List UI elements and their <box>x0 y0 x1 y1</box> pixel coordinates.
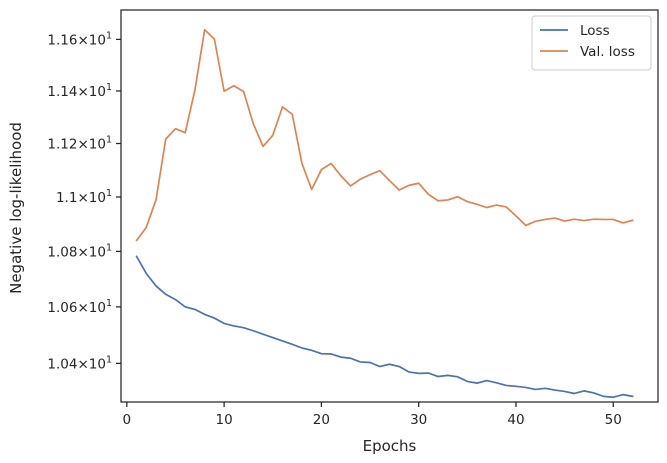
y-tick-label: 1.16×101 <box>47 30 112 48</box>
y-tick-label: 1.14×101 <box>47 82 112 100</box>
y-tick-base: 10 <box>89 190 106 206</box>
y-tick-exponent: 1 <box>106 188 112 199</box>
y-tick-mantissa: 1.1 <box>56 190 77 206</box>
y-tick-label: 1.06×101 <box>47 298 112 316</box>
y-tick-mantissa: 1.04 <box>47 356 77 372</box>
x-tick-label: 0 <box>123 412 132 428</box>
y-tick-mantissa: 1.12 <box>47 137 77 153</box>
y-tick-exponent: 1 <box>106 135 112 146</box>
legend-label: Loss <box>580 23 610 39</box>
y-tick-base: 10 <box>89 137 106 153</box>
legend: Loss Val. loss <box>531 15 652 71</box>
y-tick-base: 10 <box>89 84 106 100</box>
x-tick-label: 30 <box>410 412 427 428</box>
y-tick-label: 1.04×101 <box>47 354 112 372</box>
y-axis-label: Negative log-likelihood <box>7 122 25 294</box>
x-tick-label: 20 <box>313 412 330 428</box>
times-sign: × <box>77 190 88 206</box>
y-tick-exponent: 1 <box>106 30 112 41</box>
series-line-val-loss <box>135 28 634 242</box>
axes: 0 10 20 30 40 501.04×1011.06×1011.08×1011.1×1… <box>47 9 659 428</box>
x-tick-label: 50 <box>605 412 622 428</box>
times-sign: × <box>77 84 88 100</box>
times-sign: × <box>77 244 88 260</box>
x-axis-label: Epochs <box>363 437 417 455</box>
y-tick-exponent: 1 <box>106 354 112 365</box>
x-tick-label: 10 <box>216 412 233 428</box>
y-tick-base: 10 <box>89 32 106 48</box>
y-tick-mantissa: 1.08 <box>47 244 77 260</box>
y-tick-mantissa: 1.14 <box>47 84 77 100</box>
y-tick-base: 10 <box>89 244 106 260</box>
times-sign: × <box>77 137 88 153</box>
y-tick-label: 1.08×101 <box>47 242 112 260</box>
y-tick-exponent: 1 <box>106 242 112 253</box>
plot-frame <box>120 9 659 403</box>
y-tick-base: 10 <box>89 300 106 316</box>
x-tick-label: 40 <box>507 412 524 428</box>
series-line-loss <box>135 255 634 399</box>
y-tick-label: 1.1×101 <box>56 188 112 206</box>
y-tick-mantissa: 1.16 <box>47 32 77 48</box>
times-sign: × <box>77 32 88 48</box>
legend-label: Val. loss <box>580 44 635 60</box>
times-sign: × <box>77 356 88 372</box>
y-tick-base: 10 <box>89 356 106 372</box>
y-tick-exponent: 1 <box>106 298 112 309</box>
y-tick-mantissa: 1.06 <box>47 300 77 316</box>
times-sign: × <box>77 300 88 316</box>
y-tick-exponent: 1 <box>106 82 112 93</box>
y-tick-label: 1.12×101 <box>47 135 112 153</box>
plot-area <box>135 28 634 399</box>
